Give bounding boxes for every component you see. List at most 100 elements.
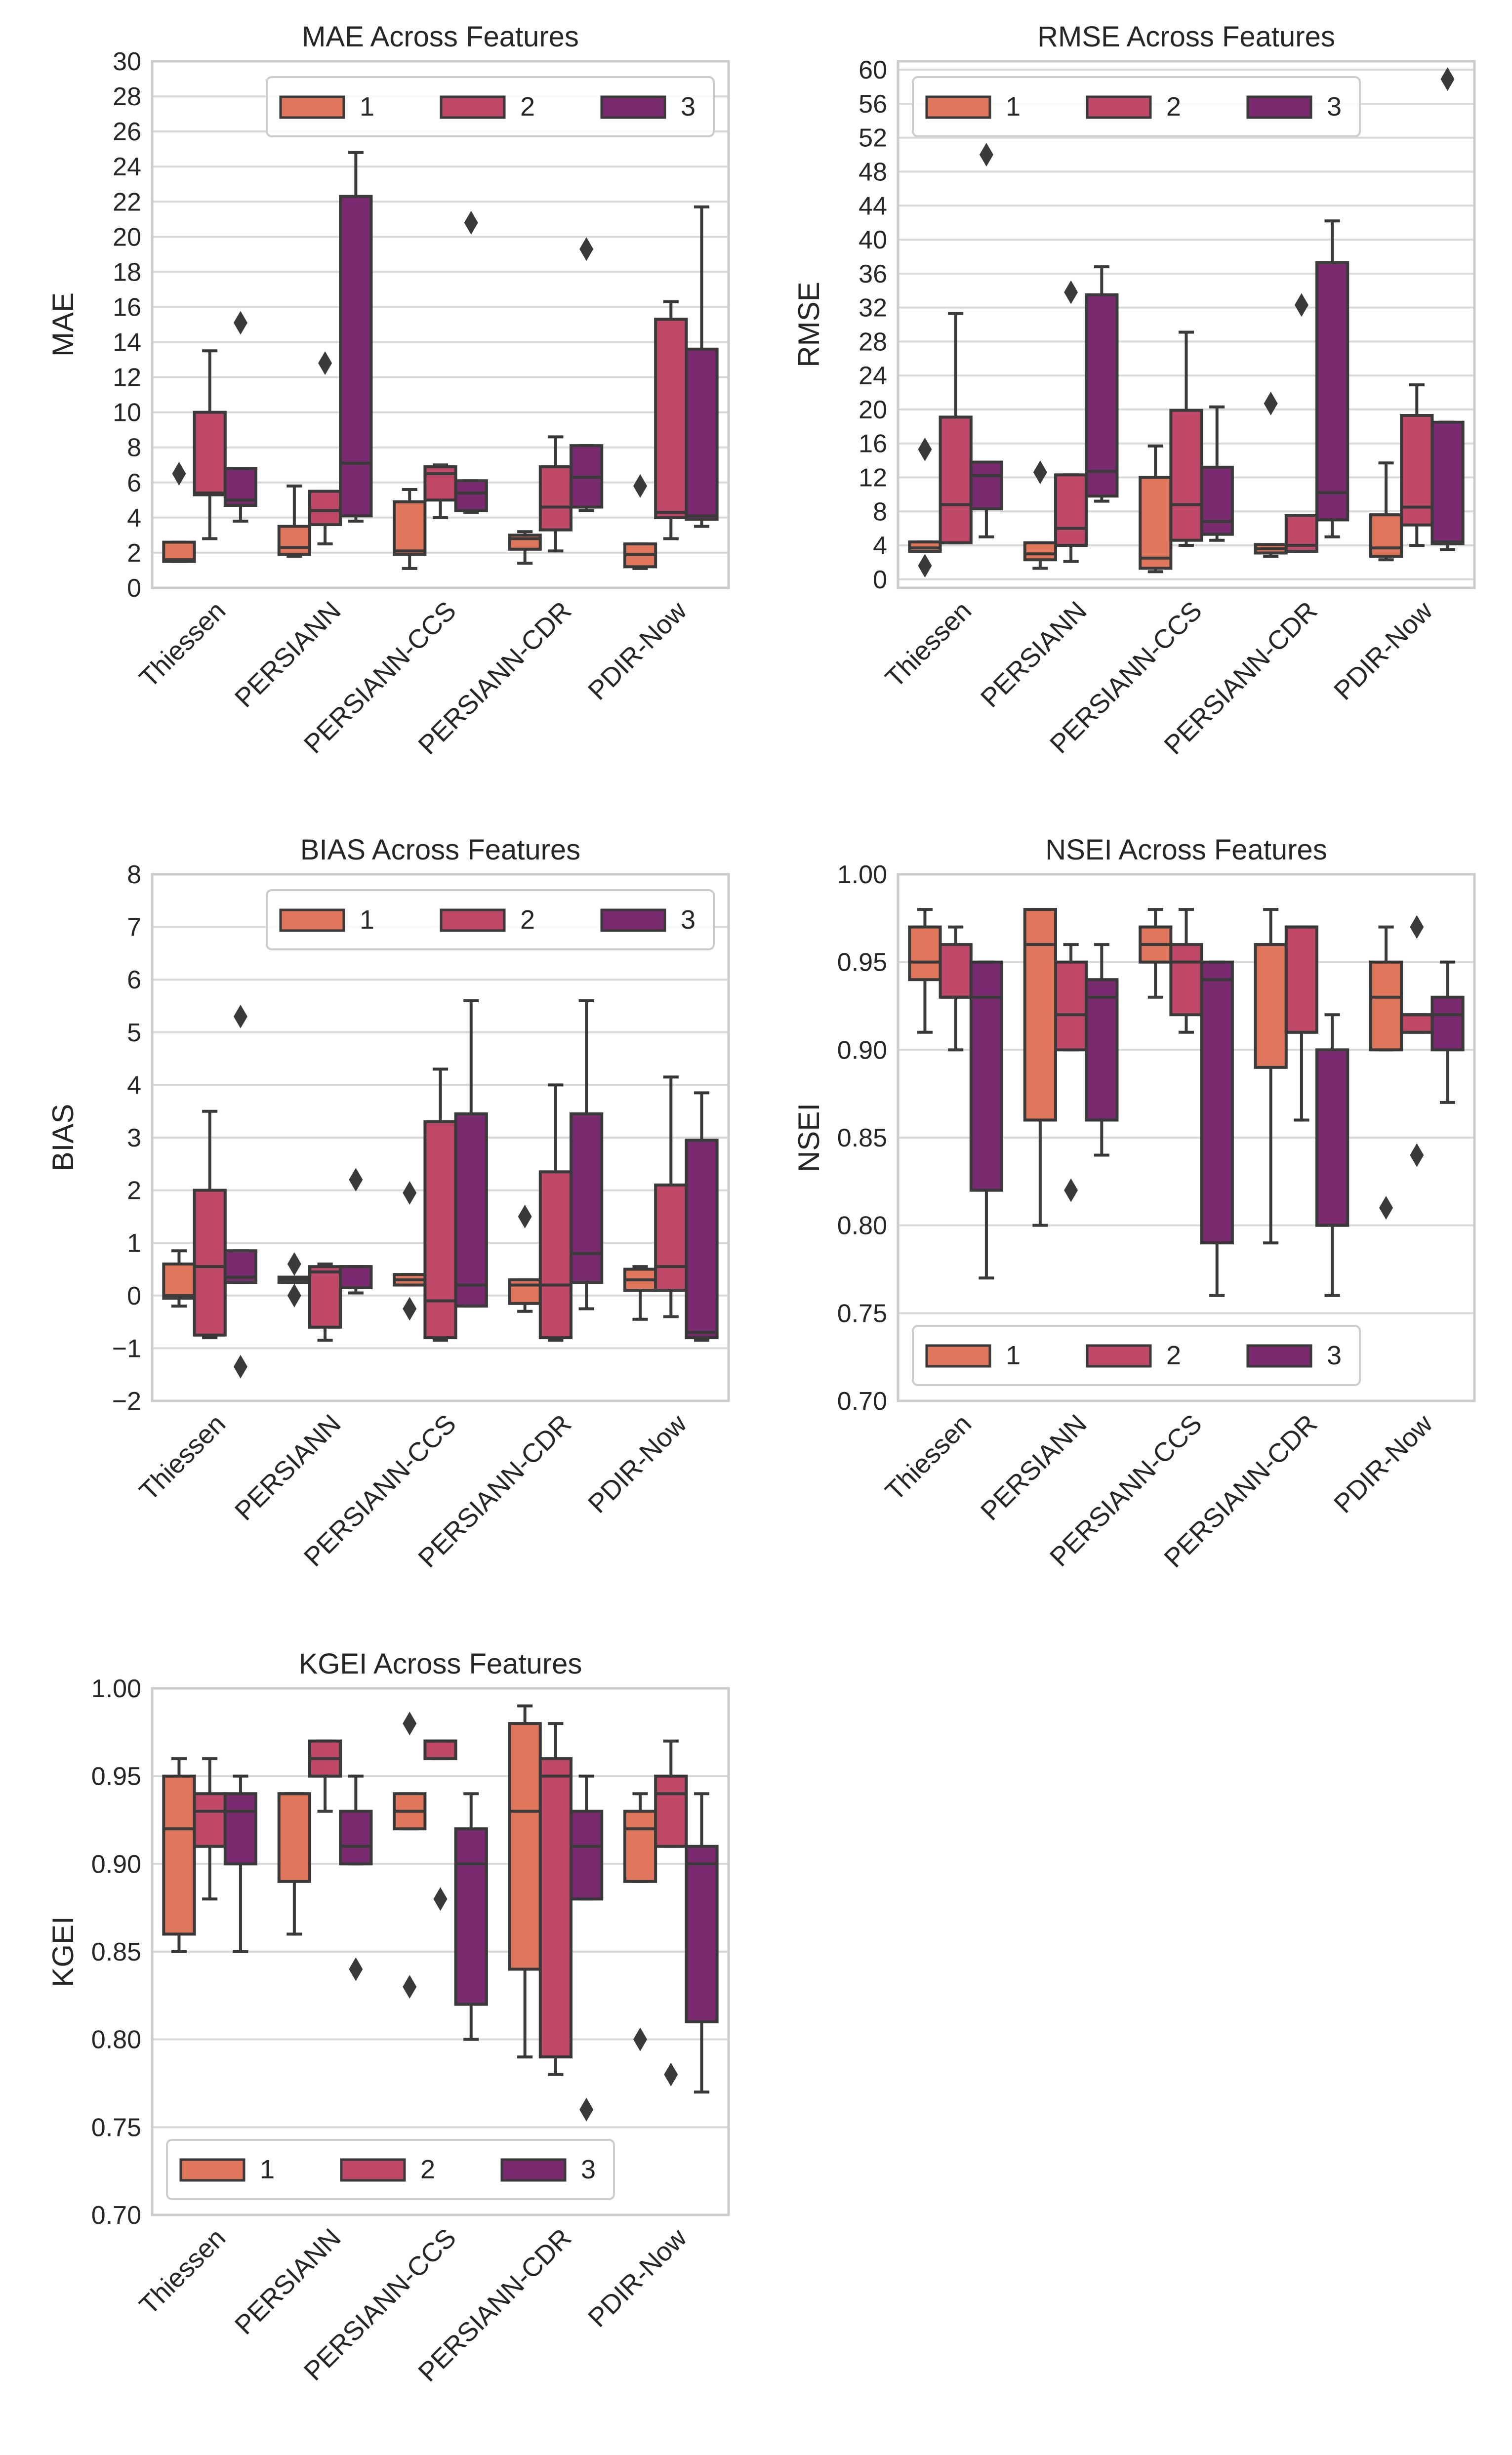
- legend-label-1: 1: [1006, 92, 1021, 122]
- box-Thiessen-series-3: [969, 960, 1004, 1280]
- box-PERSIANN-CDR-series-3: [1315, 219, 1349, 538]
- box-PDIR-Now-series-3: [685, 1792, 719, 2094]
- y-tick-label: 4: [873, 532, 887, 560]
- box-body: [1200, 960, 1234, 1245]
- y-tick-label: 6: [127, 469, 141, 497]
- box-PERSIANN-CDR-series-1: [508, 1704, 542, 2059]
- outlier-marker: [1033, 460, 1047, 485]
- y-axis-label: BIAS: [46, 1104, 80, 1172]
- legend-swatch-3: [600, 95, 666, 119]
- y-tick-label: 28: [113, 82, 141, 111]
- box-body: [1254, 943, 1288, 1069]
- box-body: [277, 525, 311, 556]
- box-body: [1369, 513, 1403, 558]
- plot-frame: [151, 60, 730, 589]
- legend-swatch-1: [925, 95, 991, 119]
- box-body: [1369, 960, 1403, 1052]
- box-PERSIANN-CDR-series-3: [1315, 1013, 1349, 1297]
- legend-swatch-2: [440, 95, 506, 119]
- legend-swatch-3: [600, 908, 666, 932]
- box-body: [685, 1844, 719, 2024]
- box-body: [685, 347, 719, 521]
- outlier-marker: [579, 237, 594, 261]
- x-tick-label: PDIR-Now: [1328, 1408, 1438, 1518]
- box-PERSIANN-CDR-series-2: [538, 435, 573, 553]
- x-tick-label: PDIR-Now: [582, 2222, 693, 2332]
- legend-label-2: 2: [1166, 1341, 1181, 1370]
- box-PDIR-Now-series-2: [654, 300, 688, 540]
- box-body: [454, 479, 488, 512]
- y-tick-label: 0.85: [91, 1938, 141, 1966]
- box-body: [1169, 409, 1203, 542]
- y-tick-label: 5: [127, 1019, 141, 1047]
- box-PERSIANN-CCS-series-1: [393, 1181, 427, 1321]
- box-body: [538, 465, 573, 532]
- box-body: [339, 1265, 373, 1289]
- box-PERSIANN-CDR-series-3: [570, 237, 604, 512]
- box-PERSIANN-series-1: [1023, 460, 1057, 570]
- y-tick-label: 0.85: [837, 1124, 887, 1152]
- x-tick-label: Thiessen: [134, 596, 231, 693]
- x-tick-label: Thiessen: [134, 2223, 231, 2320]
- box-PERSIANN-series-1: [1023, 908, 1057, 1227]
- outlier-marker: [1294, 293, 1308, 317]
- y-tick-label: 28: [858, 327, 887, 356]
- box-PDIR-Now-series-1: [1369, 925, 1403, 1220]
- box-PERSIANN-CCS-series-3: [454, 999, 488, 1308]
- box-body: [423, 465, 457, 502]
- y-tick-label: 0.95: [91, 1762, 141, 1791]
- legend-swatch-1: [279, 908, 345, 932]
- legend: 1 2 3: [266, 889, 715, 950]
- y-tick-label: 32: [858, 294, 887, 323]
- y-tick-label: 20: [858, 396, 887, 424]
- box-body: [1430, 995, 1465, 1052]
- y-tick-label: 2: [127, 539, 141, 568]
- y-tick-label: 44: [858, 192, 887, 220]
- legend: 1 2 3: [166, 2139, 615, 2200]
- box-PERSIANN-CCS-series-1: [1139, 908, 1173, 999]
- box-Thiessen-series-3: [223, 1004, 258, 1379]
- legend-label-1: 1: [360, 92, 374, 122]
- y-axis-label: KGEI: [46, 1916, 80, 1987]
- legend-swatch-2: [340, 2158, 406, 2182]
- box-Thiessen-series-1: [162, 1757, 196, 1953]
- legend-swatch-1: [179, 2158, 245, 2182]
- y-tick-label: 1.00: [91, 1675, 141, 1703]
- box-Thiessen-series-3: [969, 143, 1004, 538]
- outlier-marker: [172, 462, 186, 486]
- box-PERSIANN-CCS-series-3: [454, 1792, 488, 2041]
- y-tick-label: 0.80: [837, 1212, 887, 1240]
- box-body: [193, 1792, 227, 1848]
- y-tick-label: 0.75: [837, 1299, 887, 1328]
- outlier-marker: [403, 1975, 417, 1999]
- box-body: [423, 1120, 457, 1340]
- box-PDIR-Now-series-1: [623, 1792, 657, 2051]
- box-Thiessen-series-3: [223, 1774, 258, 1953]
- box-body: [193, 410, 227, 496]
- y-axis-label: NSEI: [792, 1103, 825, 1172]
- legend-label-2: 2: [520, 905, 535, 935]
- box-body: [1169, 943, 1203, 1017]
- legend-label-3: 3: [681, 905, 695, 935]
- plot-frame: [151, 873, 730, 1402]
- chart-title: NSEI Across Features: [1045, 834, 1327, 866]
- chart-title: KGEI Across Features: [299, 1648, 582, 1680]
- y-tick-label: 36: [858, 260, 887, 288]
- box-PERSIANN-CCS-series-3: [1200, 960, 1234, 1297]
- box-Thiessen-series-2: [193, 349, 227, 540]
- y-axis-label: MAE: [46, 292, 80, 357]
- box-Thiessen-series-2: [939, 312, 973, 544]
- outlier-marker: [403, 1181, 417, 1205]
- box-PERSIANN-CCS-series-2: [1169, 330, 1203, 547]
- box-body: [908, 925, 942, 982]
- box-body: [570, 1112, 604, 1284]
- plot-frame: [897, 60, 1476, 589]
- legend-label-3: 3: [681, 92, 695, 122]
- box-body: [1085, 978, 1119, 1122]
- box-PERSIANN-series-3: [339, 1168, 373, 1295]
- y-tick-label: 24: [858, 362, 887, 390]
- box-body: [1315, 261, 1349, 522]
- y-axis-label: RMSE: [792, 282, 825, 367]
- legend-swatch-3: [1246, 1344, 1312, 1368]
